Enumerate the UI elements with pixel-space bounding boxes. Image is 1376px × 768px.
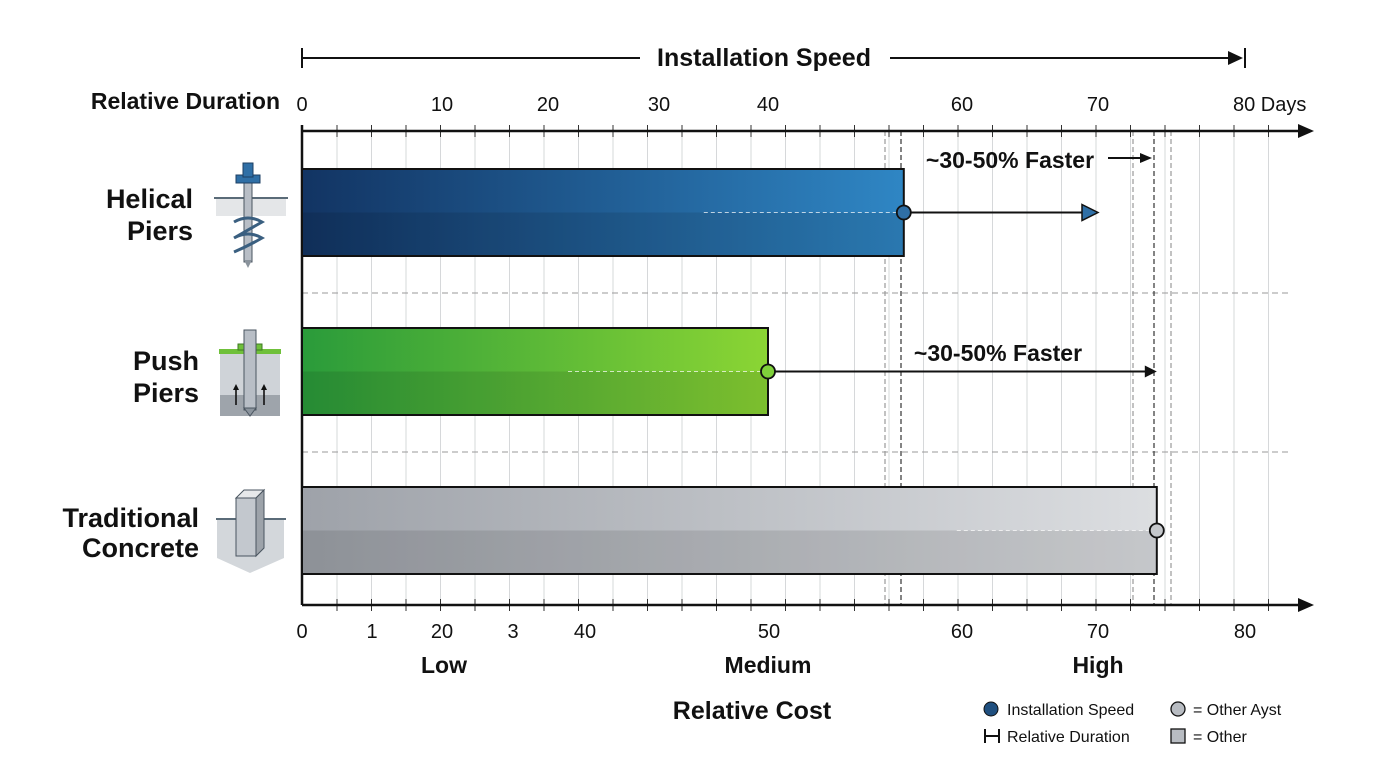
push-pier-icon [219,329,281,417]
top-tick-label: 40 [757,94,779,116]
concrete-pier-icon [216,488,286,573]
top-tick-label: 0 [296,94,307,116]
faster-annotation: ~30-50% Faster [914,340,1082,366]
arrow-head [1144,365,1157,378]
legend-marker-relative-duration [984,729,1000,743]
category-label: Traditional [62,503,199,533]
bar-helical-piers [301,168,905,257]
top-tick-label: 20 [537,94,559,116]
category-label: Concrete [82,533,199,563]
legend-label-other: = Other [1193,729,1247,746]
bottom-tick-label: 1 [366,621,377,643]
arrow-head [1140,153,1152,163]
top-tick-label: 80 Days [1233,94,1306,116]
top-tick-label: 60 [951,94,973,116]
bottom-tick-label: 40 [574,621,596,643]
top-tick-label: 70 [1087,94,1109,116]
bottom-axis [302,598,1314,612]
installation-speed-marker [760,363,776,380]
bar-shade [303,212,903,255]
bottom-tick-label: 50 [758,621,780,643]
bottom-tick-label: 60 [951,621,973,643]
cost-label-medium: Medium [725,652,812,678]
legend-label-installation-speed: Installation Speed [1007,702,1134,719]
legend-marker-other [1170,728,1186,744]
arrow-head [1081,203,1100,222]
bottom-axis-label: Relative Cost [673,697,832,725]
bottom-tick-label: 0 [296,621,307,643]
chart-title: Installation Speed [657,44,871,72]
bar-shade [303,530,1156,573]
bottom-tick-label: 3 [507,621,518,643]
category-label: Helical [106,184,193,214]
category-label: Piers [133,378,199,408]
installation-speed-marker [1148,522,1165,539]
bottom-tick-label: 70 [1087,621,1109,643]
cost-label-low: Low [421,652,467,678]
category-label: Push [133,346,199,376]
legend-label-other-ayst: = Other Ayst [1193,702,1282,719]
top-axis-label: Relative Duration [91,88,280,114]
top-axis [302,124,1314,138]
legend-marker-installation-speed [983,701,999,717]
cost-label-high: High [1072,652,1123,678]
title-bracket [301,48,1246,68]
category-label: Piers [127,216,193,246]
legend-marker-other-ayst [1170,701,1186,717]
helical-pier-icon [214,162,288,268]
bar-shade [303,371,767,414]
top-axis-ticks: 0 10 20 30 40 60 70 80 Days [296,94,1306,116]
bottom-tick-label: 20 [431,621,453,643]
bottom-axis-ticks: 0 1 20 3 40 50 60 70 80 [296,621,1256,643]
top-tick-label: 10 [431,94,453,116]
faster-annotation: ~30-50% Faster [926,147,1094,173]
legend-label-relative-duration: Relative Duration [1007,729,1130,746]
bottom-tick-label: 80 [1234,621,1256,643]
top-tick-label: 30 [648,94,670,116]
legend: Installation Speed = Other Ayst Relative… [983,701,1282,746]
installation-speed-marker [895,204,912,221]
bars: ~30-50% Faster ~30-50% Faster [301,147,1165,575]
